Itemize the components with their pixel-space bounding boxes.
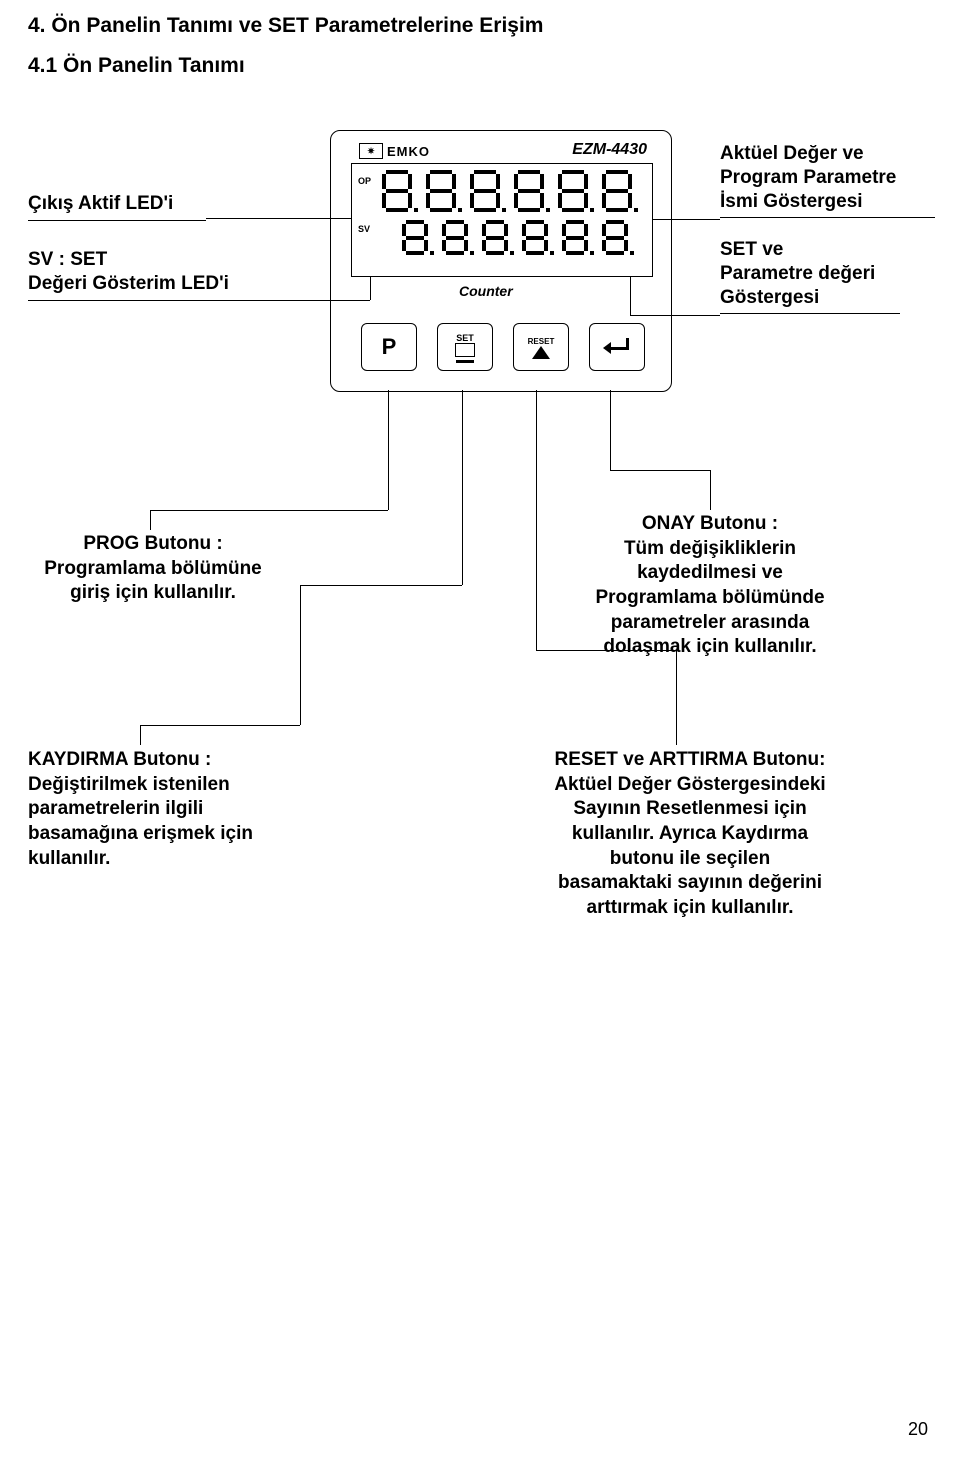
conn-set-btn-v1 (462, 390, 463, 585)
desc-onay: ONAY Butonu : Tüm değişikliklerin kayded… (560, 512, 860, 660)
sv-label: SV (358, 224, 370, 234)
conn-set-btn-h2 (140, 725, 300, 726)
conn-p-v1 (388, 390, 389, 510)
reset-button[interactable]: RESET (513, 323, 569, 371)
label-sv-led-text: SV : SET Değeri Gösterim LED'i (28, 248, 258, 296)
label-output-led: Çıkış Aktif LED'i (28, 192, 206, 221)
label-sv-led: SV : SET Değeri Gösterim LED'i (28, 248, 258, 301)
enter-button[interactable] (589, 323, 645, 371)
conn-enter-v2 (710, 470, 711, 510)
p-button-label: P (382, 334, 397, 360)
device-model: EZM-4430 (572, 141, 647, 159)
heading-section: 4. Ön Panelin Tanımı ve SET Parametreler… (28, 14, 543, 38)
seg-row-top (382, 170, 642, 212)
set-button-icon (455, 343, 475, 363)
conn-p-v2 (150, 510, 151, 530)
set-button-label: SET (456, 333, 474, 343)
conn-reset-v1 (536, 390, 537, 650)
label-actual-value: Aktüel Değer ve Program Parametre İsmi G… (720, 142, 935, 218)
reset-button-label: RESET (528, 337, 555, 346)
conn-set-btn-v2 (300, 585, 301, 725)
enter-icon (605, 338, 629, 356)
conn-enter-v1 (610, 390, 611, 470)
device-lcd: OP SV (351, 163, 653, 277)
brand-name: EMKO (387, 144, 430, 159)
reset-button-icon (532, 346, 550, 359)
conn-reset-v2 (676, 650, 677, 745)
brand-logo-glyph: ✷ (367, 146, 375, 157)
label-sv-led-line (28, 300, 258, 301)
set-button[interactable]: SET (437, 323, 493, 371)
label-set-param-line (720, 313, 900, 314)
conn-p-h1 (150, 510, 388, 511)
conn-set-btn-h1 (300, 585, 462, 586)
desc-kaydirma: KAYDIRMA Butonu : Değiştirilmek istenile… (28, 748, 308, 871)
device-button-row: P SET RESET (361, 323, 645, 371)
heading-subsection: 4.1 Ön Panelin Tanımı (28, 54, 245, 78)
label-set-param: SET ve Parametre değeri Göstergesi (720, 238, 900, 314)
op-label: OP (358, 176, 371, 186)
desc-reset: RESET ve ARTTIRMA Butonu: Aktüel Değer G… (530, 748, 850, 921)
brand-logo-icon: ✷ (359, 143, 383, 159)
page: 4. Ön Panelin Tanımı ve SET Parametreler… (0, 0, 960, 1460)
counter-label: Counter (459, 283, 513, 299)
label-actual-value-line (720, 217, 935, 218)
conn-enter-h1 (610, 470, 710, 471)
label-output-led-text: Çıkış Aktif LED'i (28, 192, 206, 216)
seg-row-bottom (402, 220, 638, 255)
device-panel: ✷ EMKO EZM-4430 OP SV Counter P SET (330, 130, 672, 392)
label-output-led-line (28, 220, 206, 221)
label-set-param-text: SET ve Parametre değeri Göstergesi (720, 238, 900, 309)
desc-prog: PROG Butonu : Programlama bölümüne giriş… (28, 532, 278, 606)
brand: ✷ EMKO (359, 143, 430, 159)
p-button[interactable]: P (361, 323, 417, 371)
conn-set-btn-v3 (140, 725, 141, 745)
label-actual-value-text: Aktüel Değer ve Program Parametre İsmi G… (720, 142, 935, 213)
page-number: 20 (908, 1419, 928, 1440)
